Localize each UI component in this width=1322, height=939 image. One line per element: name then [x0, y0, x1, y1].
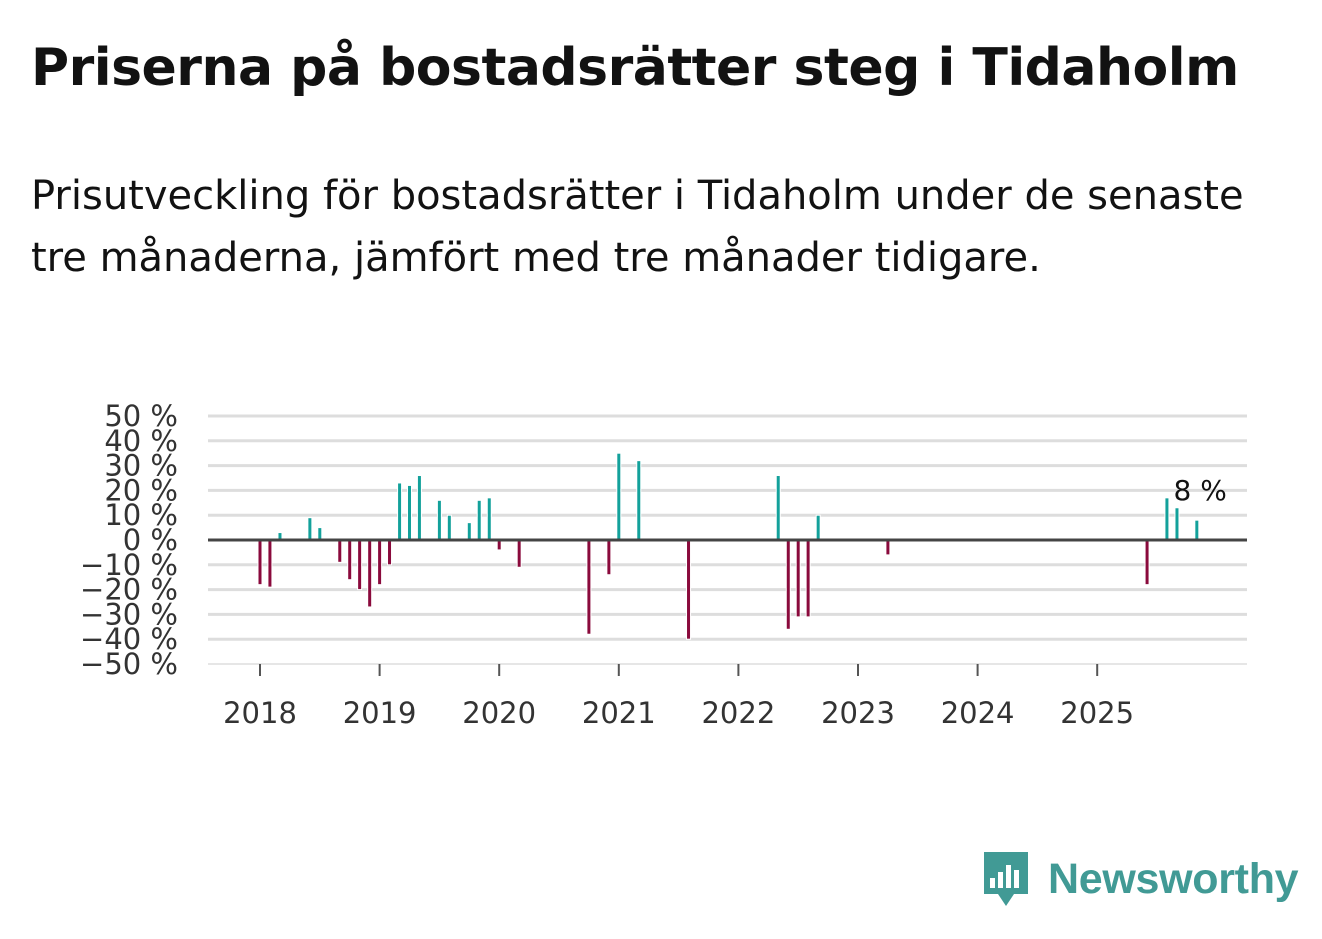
bar-negative	[367, 539, 373, 608]
x-tick-label: 2019	[343, 696, 417, 730]
y-tick-label: 20 %	[104, 473, 178, 507]
x-tick-label: 2022	[701, 696, 775, 730]
x-axis-ticks: 2018 2019 2020 2021 2022 2023 2024 2025	[223, 664, 1134, 730]
bar-positive	[1164, 497, 1170, 541]
bar-negative	[387, 539, 393, 566]
bar-positive	[775, 475, 781, 541]
bar-positive	[397, 482, 403, 541]
newsworthy-logo: Newsworthy	[982, 850, 1299, 908]
x-tick-label: 2025	[1060, 696, 1134, 730]
y-tick-label: 50 %	[104, 399, 178, 433]
y-tick-label: 30 %	[104, 449, 178, 483]
x-tick-label: 2024	[941, 696, 1015, 730]
y-tick-label: −30 %	[80, 597, 178, 631]
bar-negative	[337, 539, 343, 563]
bar-positive	[476, 499, 482, 541]
bar-positive	[466, 522, 472, 541]
bar-negative	[795, 539, 801, 618]
bar-positive	[636, 460, 642, 541]
bar-negative	[267, 539, 273, 588]
bar-negative	[1144, 539, 1150, 586]
x-tick-label: 2020	[462, 696, 536, 730]
bar-negative	[347, 539, 353, 581]
bar-negative	[885, 539, 891, 556]
bar-negative	[686, 539, 692, 640]
bar-positive	[436, 499, 442, 541]
y-tick-label: 40 %	[104, 424, 178, 458]
bar-positive	[317, 527, 323, 541]
y-tick-label: 0 %	[123, 523, 178, 557]
bar-positive	[307, 517, 313, 541]
bar-positive	[1194, 519, 1200, 541]
y-tick-label: −50 %	[80, 647, 178, 681]
bar-negative	[586, 539, 592, 635]
y-tick-label: −20 %	[80, 573, 178, 607]
bar-negative	[357, 539, 363, 591]
y-tick-label: −10 %	[80, 548, 178, 582]
bar-chart: 50 %40 %30 %20 %10 %0 %−10 %−20 %−30 %−4…	[80, 399, 1247, 730]
bar-chart-bubble-icon	[984, 852, 1028, 906]
bar-positive	[815, 514, 821, 541]
bar-positive	[446, 514, 452, 541]
last-value-annotation: 8 %	[1173, 474, 1226, 507]
bar-negative	[606, 539, 612, 576]
chart-title: Priserna på bostadsrätter steg i Tidahol…	[31, 38, 1239, 98]
bar-positive	[416, 475, 422, 541]
bar-negative	[257, 539, 263, 586]
y-tick-label: 10 %	[104, 498, 178, 532]
y-axis-ticks: 50 %40 %30 %20 %10 %0 %−10 %−20 %−30 %−4…	[80, 399, 178, 681]
annotations: 8 %	[1173, 474, 1226, 507]
bar-negative	[516, 539, 522, 568]
bar-positive	[616, 452, 622, 541]
x-tick-label: 2021	[582, 696, 656, 730]
bar-positive	[407, 484, 412, 541]
bar-positive	[486, 497, 492, 541]
bars	[257, 452, 1200, 640]
y-tick-label: −40 %	[80, 622, 178, 656]
bar-positive	[1174, 507, 1180, 541]
x-tick-label: 2023	[821, 696, 895, 730]
x-tick-label: 2018	[223, 696, 297, 730]
bar-negative	[785, 539, 791, 630]
bar-negative	[805, 539, 811, 618]
bar-negative	[377, 539, 383, 586]
chart-subtitle: Prisutveckling för bostadsrätter i Tidah…	[31, 173, 1244, 281]
logo-text: Newsworthy	[1048, 854, 1299, 903]
